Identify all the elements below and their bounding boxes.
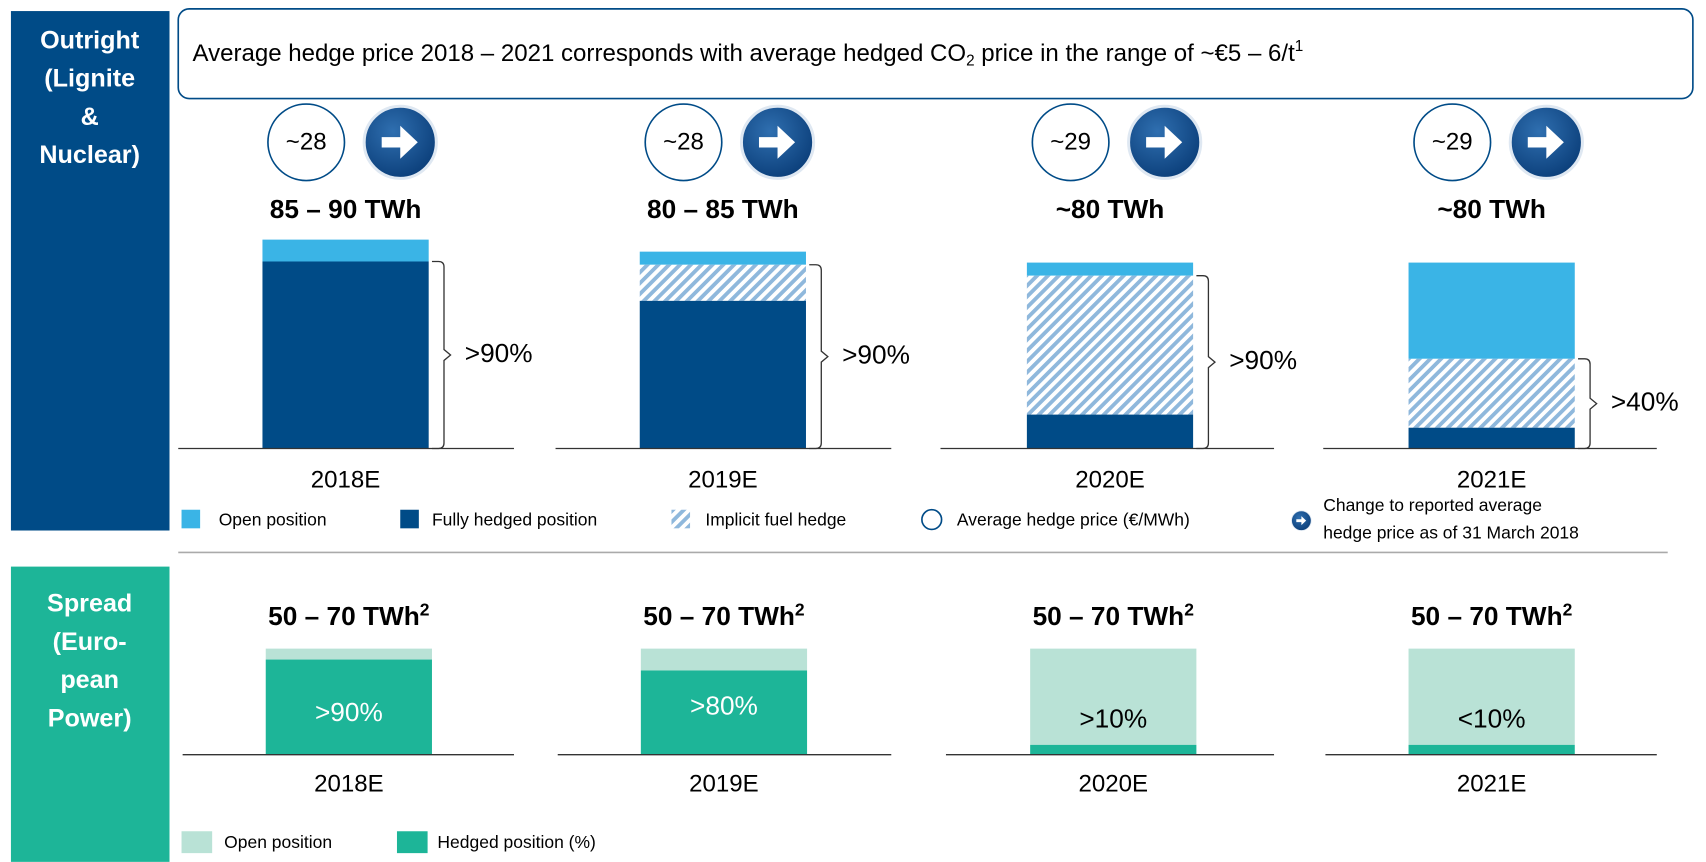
hedged-share: >90% bbox=[315, 697, 383, 727]
volume-footnote: 2 bbox=[420, 599, 430, 619]
hedge-price: ~28 bbox=[286, 129, 327, 156]
hedged-share: >80% bbox=[690, 691, 758, 721]
hedged-share: <10% bbox=[1458, 704, 1526, 734]
outright-panel bbox=[10, 11, 170, 531]
bar-segment bbox=[262, 261, 429, 449]
bracket bbox=[1196, 275, 1217, 450]
volume: 50 – 70 TWh2 bbox=[1411, 599, 1573, 631]
legend-label: Change to reported average bbox=[1323, 495, 1542, 515]
legend-label: Open position bbox=[224, 832, 332, 852]
hedged-share: >90% bbox=[465, 338, 533, 368]
bar-segment bbox=[262, 239, 429, 262]
year: 2021E bbox=[1457, 467, 1527, 494]
volume-text: 50 – 70 TWh bbox=[268, 601, 420, 631]
year: 2021E bbox=[1457, 771, 1527, 798]
hedge-price: ~29 bbox=[1432, 129, 1473, 156]
legend-swatch bbox=[396, 831, 428, 854]
legend-label: Open position bbox=[219, 509, 327, 529]
legend-swatch bbox=[181, 509, 201, 529]
volume-footnote: 2 bbox=[795, 599, 805, 619]
bar-segment bbox=[639, 264, 806, 301]
bracket bbox=[431, 260, 452, 450]
bar-segment bbox=[639, 300, 806, 449]
volume: ~80 TWh bbox=[1056, 194, 1165, 224]
headline-text: Average hedge price 2018 – 2021 correspo… bbox=[192, 40, 966, 67]
hedged-share: >90% bbox=[842, 340, 910, 370]
legend-label: Implicit fuel hedge bbox=[705, 509, 846, 529]
spread-panel bbox=[10, 566, 170, 862]
volume: ~80 TWh bbox=[1437, 194, 1546, 224]
bar-segment bbox=[640, 648, 808, 671]
legend-circle bbox=[921, 508, 943, 531]
hedge-price: ~28 bbox=[663, 129, 704, 156]
panel-label: & bbox=[81, 103, 99, 131]
year: 2020E bbox=[1075, 467, 1145, 494]
panel-label: Spread bbox=[47, 590, 132, 618]
volume: 80 – 85 TWh bbox=[647, 194, 799, 224]
year: 2018E bbox=[314, 771, 384, 798]
volume: 50 – 70 TWh2 bbox=[268, 599, 430, 631]
panel-label: (Lignite bbox=[44, 65, 135, 93]
headline-footnote: 1 bbox=[1295, 38, 1304, 55]
hedge-price: ~29 bbox=[1050, 129, 1091, 156]
hedged-share: >40% bbox=[1611, 387, 1679, 417]
headline-text: price in the range of ~€5 – 6/t bbox=[975, 40, 1295, 67]
arrow-glyph bbox=[1146, 125, 1183, 159]
volume-text: 50 – 70 TWh bbox=[643, 601, 795, 631]
headline-box bbox=[177, 8, 1694, 100]
legend-label: Hedged position (%) bbox=[437, 832, 595, 852]
price-circle bbox=[267, 103, 346, 182]
legend-swatch bbox=[400, 509, 419, 529]
bar-segment bbox=[1408, 262, 1575, 359]
bar-segment bbox=[1408, 744, 1575, 755]
panel-label: Power) bbox=[48, 704, 132, 732]
arrow-glyph bbox=[758, 125, 796, 159]
bar-segment bbox=[1030, 648, 1197, 745]
volume: 50 – 70 TWh2 bbox=[1033, 599, 1195, 631]
panel-label: Outright bbox=[40, 26, 140, 54]
hedged-share: >90% bbox=[1229, 345, 1297, 375]
bracket bbox=[809, 264, 829, 450]
panel-label: (Euro- bbox=[53, 628, 127, 656]
legend-swatch bbox=[181, 831, 213, 854]
bar-segment bbox=[1408, 427, 1575, 449]
headline-subscript: 2 bbox=[966, 52, 975, 69]
price-circle bbox=[1031, 103, 1110, 182]
volume-footnote: 2 bbox=[1184, 599, 1194, 619]
panel-label: Nuclear) bbox=[39, 141, 140, 169]
bar-segment bbox=[1026, 414, 1194, 449]
bar-segment bbox=[1026, 275, 1194, 415]
panel-label: pean bbox=[60, 666, 119, 694]
hedged-share: >10% bbox=[1079, 704, 1147, 734]
arrow-glyph bbox=[381, 125, 418, 159]
volume-footnote: 2 bbox=[1563, 599, 1573, 619]
arrow-glyph bbox=[1527, 125, 1564, 159]
bracket bbox=[1578, 358, 1598, 450]
bar-segment bbox=[265, 648, 432, 660]
volume: 50 – 70 TWh2 bbox=[643, 599, 805, 631]
legend-swatch bbox=[671, 509, 691, 529]
bar-segment bbox=[639, 251, 806, 265]
bar-segment bbox=[1030, 744, 1197, 755]
legend-label: hedge price as of 31 March 2018 bbox=[1323, 522, 1579, 542]
bar-segment bbox=[1026, 262, 1194, 276]
volume-text: 50 – 70 TWh bbox=[1033, 601, 1185, 631]
bar-segment bbox=[265, 659, 432, 755]
bar-segment bbox=[640, 670, 808, 755]
bar-segment bbox=[1408, 358, 1575, 428]
volume: 85 – 90 TWh bbox=[270, 194, 422, 224]
volume-text: 50 – 70 TWh bbox=[1411, 601, 1563, 631]
year: 2019E bbox=[689, 771, 759, 798]
price-circle bbox=[1413, 103, 1492, 182]
legend-label: Average hedge price (€/MWh) bbox=[957, 509, 1190, 529]
year: 2018E bbox=[311, 467, 381, 494]
year: 2019E bbox=[688, 467, 758, 494]
year: 2020E bbox=[1079, 771, 1149, 798]
legend-label: Fully hedged position bbox=[432, 509, 597, 529]
arrow-glyph bbox=[1296, 516, 1307, 526]
price-circle bbox=[644, 103, 723, 182]
bar-segment bbox=[1408, 648, 1575, 745]
headline: Average hedge price 2018 – 2021 correspo… bbox=[192, 38, 1303, 69]
